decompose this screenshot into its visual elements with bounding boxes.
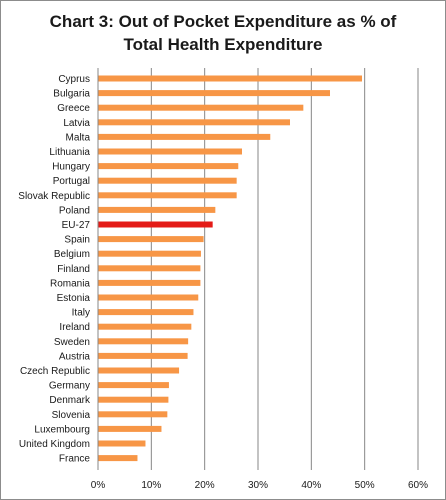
bar bbox=[98, 396, 169, 403]
category-label: Spain bbox=[64, 235, 90, 246]
x-tick-label: 60% bbox=[408, 480, 428, 491]
category-label: Lithuania bbox=[49, 147, 90, 158]
bar bbox=[98, 163, 239, 170]
bar bbox=[98, 279, 201, 286]
category-label: EU-27 bbox=[62, 220, 91, 231]
category-label: Poland bbox=[59, 205, 90, 216]
bar bbox=[98, 265, 201, 272]
bar bbox=[98, 425, 162, 432]
category-label: Finland bbox=[57, 264, 90, 275]
bar bbox=[98, 440, 146, 447]
bar bbox=[98, 192, 237, 199]
bar bbox=[98, 250, 201, 257]
bar bbox=[98, 455, 138, 462]
category-label: Belgium bbox=[54, 249, 90, 260]
category-label: Sweden bbox=[54, 337, 90, 348]
category-label: Slovak Republic bbox=[18, 191, 90, 202]
category-label: Romania bbox=[50, 278, 90, 289]
x-tick-label: 20% bbox=[195, 480, 215, 491]
bar-eu27 bbox=[98, 221, 213, 228]
category-label: France bbox=[59, 454, 91, 465]
bar bbox=[98, 236, 204, 243]
category-label: Czech Republic bbox=[20, 366, 90, 377]
bar bbox=[98, 206, 216, 213]
chart-title-line1: Chart 3: Out of Pocket Expenditure as % … bbox=[49, 12, 397, 31]
category-label: Latvia bbox=[63, 118, 90, 129]
bar bbox=[98, 338, 189, 345]
bar bbox=[98, 104, 304, 111]
x-tick-label: 10% bbox=[141, 480, 161, 491]
category-label: Malta bbox=[66, 132, 91, 143]
bar bbox=[98, 382, 169, 389]
category-label: Slovenia bbox=[52, 410, 91, 421]
bar bbox=[98, 294, 199, 301]
bar bbox=[98, 309, 194, 316]
chart-title: Chart 3: Out of Pocket Expenditure as % … bbox=[0, 10, 446, 56]
category-label: Luxembourg bbox=[34, 424, 90, 435]
x-tick-label: 50% bbox=[355, 480, 375, 491]
category-label: Bulgaria bbox=[53, 89, 90, 100]
x-tick-label: 0% bbox=[91, 480, 106, 491]
category-label: Cyprus bbox=[58, 74, 90, 85]
x-tick-label: 30% bbox=[248, 480, 268, 491]
bar bbox=[98, 323, 192, 330]
category-label: Greece bbox=[57, 103, 90, 114]
category-label: Ireland bbox=[59, 322, 90, 333]
chart-title-line2: Total Health Expenditure bbox=[123, 35, 323, 54]
bar bbox=[98, 367, 180, 374]
category-label: Italy bbox=[72, 308, 90, 319]
category-label: Germany bbox=[49, 381, 90, 392]
bar bbox=[98, 133, 271, 140]
category-label: Denmark bbox=[49, 395, 91, 406]
bar bbox=[98, 148, 242, 155]
bar bbox=[98, 75, 362, 82]
category-label: Portugal bbox=[53, 176, 90, 187]
bar bbox=[98, 352, 188, 359]
bar bbox=[98, 90, 330, 97]
x-tick-label: 40% bbox=[301, 480, 321, 491]
bar bbox=[98, 119, 290, 126]
category-label: Hungary bbox=[52, 162, 90, 173]
category-label: United Kingdom bbox=[19, 439, 90, 450]
bar bbox=[98, 411, 168, 418]
category-label: Austria bbox=[59, 351, 91, 362]
category-label: Estonia bbox=[57, 293, 91, 304]
bar bbox=[98, 177, 237, 184]
